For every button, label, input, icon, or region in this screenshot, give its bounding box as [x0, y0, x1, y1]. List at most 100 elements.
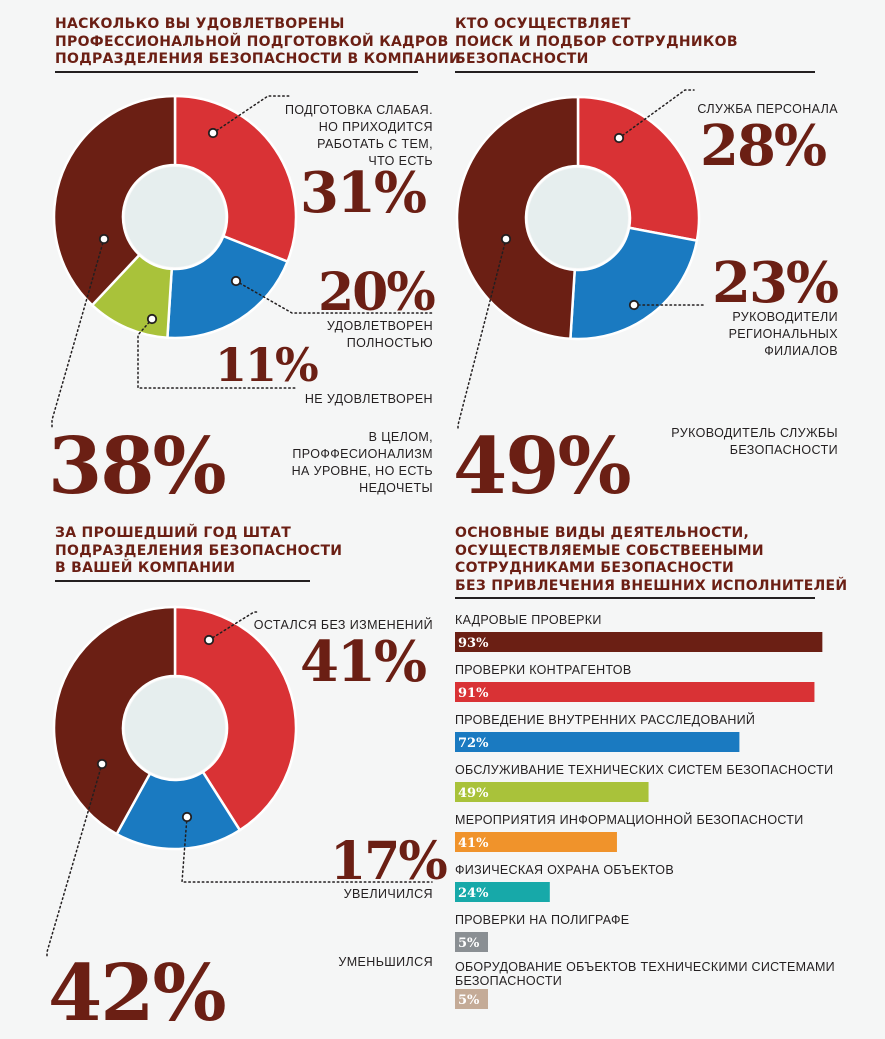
chart-title-line: ПРОФЕССИОНАЛЬНОЙ ПОДГОТОВКОЙ КАДРОВ — [55, 33, 449, 50]
chart-title: ОСНОВНЫЕ ВИДЫ ДЕЯТЕЛЬНОСТИ, ОСУЩЕСТВЛЯЕМЫ… — [455, 525, 847, 599]
slice-label: СЛУЖБА ПЕРСОНАЛА — [620, 101, 838, 118]
slice-percent: 38% — [48, 421, 227, 512]
chart-title-line: НАСКОЛЬКО ВЫ УДОВЛЕТВОРЕНЫ — [55, 16, 345, 32]
slice-percent: 42% — [48, 948, 227, 1039]
slice-label-line: РЕГИОНАЛЬНЫХ — [728, 327, 838, 341]
chart-title: КТО ОСУЩЕСТВЛЯЕТ ПОИСК И ПОДБОР СОТРУДНИК… — [455, 16, 815, 73]
slice-label-line: ПОДГОТОВКА СЛАБАЯ. — [284, 103, 433, 117]
bar-category-label-line: ОБСЛУЖИВАНИЕ ТЕХНИЧЕСКИХ СИСТЕМ БЕЗОПАСН… — [455, 763, 834, 777]
slice-percent: 11% — [215, 338, 319, 392]
slice-label-line: УМЕНЬШИЛСЯ — [338, 955, 433, 969]
donut-slice — [52, 94, 177, 307]
slice-label-line: НЕДОЧЕТЫ — [359, 481, 433, 495]
bar-category-label: ОБСЛУЖИВАНИЕ ТЕХНИЧЕСКИХ СИСТЕМ БЕЗОПАСН… — [455, 763, 833, 777]
chart-title-line: КТО ОСУЩЕСТВЛЯЕТ — [455, 16, 631, 32]
donut-slice — [173, 94, 298, 264]
chart-title: НАСКОЛЬКО ВЫ УДОВЛЕТВОРЕНЫ ПРОФЕССИОНАЛЬН… — [55, 16, 462, 73]
slice-label: РУКОВОДИТЕЛИ РЕГИОНАЛЬНЫХ ФИЛИАЛОВ — [620, 309, 838, 360]
slice-label: УДОВЛЕТВОРЕН ПОЛНОСТЬЮ — [220, 318, 433, 352]
slice-label-line: В ЦЕЛОМ, — [368, 430, 433, 444]
slice-label-line: СЛУЖБА ПЕРСОНАЛА — [697, 102, 838, 116]
slice-label-line: ПОЛНОСТЬЮ — [346, 336, 433, 350]
leader-dot — [146, 313, 158, 325]
bar-category-label: ОБОРУДОВАНИЕ ОБЪЕКТОВ ТЕХНИЧЕСКИМИ СИСТЕ… — [455, 960, 835, 988]
slice-label-line: ПРОФФЕСИОНАЛИЗМ — [292, 447, 433, 461]
leader-line — [51, 238, 105, 429]
slice-label-line: УВЕЛИЧИЛСЯ — [343, 887, 433, 901]
donut-hole — [125, 678, 225, 778]
chart-title-line: ЗА ПРОШЕДШИЙ ГОД ШТАТ — [55, 525, 292, 541]
slice-percent: 17% — [330, 831, 448, 892]
bar-category-label: ПРОВЕРКИ НА ПОЛИГРАФЕ — [455, 913, 629, 927]
chart-title: ЗА ПРОШЕДШИЙ ГОД ШТАТ ПОДРАЗДЕЛЕНИЯ БЕЗОП… — [55, 525, 343, 582]
leader-line — [235, 280, 433, 314]
leader-line — [212, 95, 291, 134]
leader-dot — [613, 132, 625, 144]
bar — [455, 832, 617, 852]
slice-label-line: БЕЗОПАСНОСТИ — [729, 443, 838, 457]
slice-label: РУКОВОДИТЕЛЬ СЛУЖБЫ БЕЗОПАСНОСТИ — [620, 425, 838, 459]
bar — [455, 632, 823, 652]
bar-value-label: 49% — [458, 786, 489, 801]
leader-line — [208, 611, 259, 641]
slice-percent: 31% — [300, 160, 427, 226]
slice-label-line: НЕ УДОВЛЕТВОРЕН — [304, 392, 433, 406]
bar — [455, 989, 488, 1009]
slice-label: УВЕЛИЧИЛСЯ — [220, 886, 433, 903]
slice-label-line: ОСТАЛСЯ БЕЗ ИЗМЕНЕНИЙ — [253, 618, 433, 632]
bar-value-label: 5% — [458, 936, 480, 951]
leader-dot — [207, 127, 219, 139]
bar-category-label: ПРОВЕДЕНИЕ ВНУТРЕННИХ РАССЛЕДОВАНИЙ — [455, 713, 755, 727]
bar — [455, 932, 488, 952]
donut-slice — [52, 605, 177, 836]
donut-hole — [125, 167, 225, 267]
bar-category-label-line: БЕЗОПАСНОСТИ — [455, 974, 563, 988]
slice-percent: 41% — [300, 629, 427, 695]
donut-slice — [569, 226, 699, 341]
leader-line — [181, 816, 433, 883]
leader-dot — [628, 299, 640, 311]
slice-percent: 20% — [318, 262, 436, 323]
chart-title-line: В ВАШЕЙ КОМПАНИИ — [55, 560, 236, 576]
bar-value-label: 5% — [458, 993, 480, 1008]
bar-category-label: ПРОВЕРКИ КОНТРАГЕНТОВ — [455, 663, 631, 677]
leader-dot — [98, 233, 110, 245]
bar-value-label: 93% — [458, 636, 489, 651]
donut-slice — [576, 95, 701, 243]
leader-line — [618, 89, 695, 139]
slice-label: ОСТАЛСЯ БЕЗ ИЗМЕНЕНИЙ — [220, 617, 433, 634]
slice-percent: 23% — [712, 250, 839, 316]
slice-label-line: РУКОВОДИТЕЛЬ СЛУЖБЫ — [671, 426, 838, 440]
donut-hole — [528, 168, 628, 268]
slice-label: УМЕНЬШИЛСЯ — [220, 954, 433, 971]
bar-value-label: 72% — [458, 736, 489, 751]
bar-category-label-line: КАДРОВЫЕ ПРОВЕРКИ — [455, 613, 602, 627]
chart-title-line: ПОДРАЗДЕЛЕНИЯ БЕЗОПАСНОСТИ — [55, 542, 343, 559]
leader-line — [46, 763, 103, 959]
slice-percent: 28% — [700, 113, 827, 179]
slice-label-line: НА УРОВНЕ, НО ЕСТЬ — [291, 464, 433, 478]
leader-dot — [181, 811, 193, 823]
leader-line — [457, 238, 507, 431]
bar-category-label-line: ОБОРУДОВАНИЕ ОБЪЕКТОВ ТЕХНИЧЕСКИМИ СИСТЕ… — [455, 960, 835, 974]
bar — [455, 732, 740, 752]
chart-title-line: ОСНОВНЫЕ ВИДЫ ДЕЯТЕЛЬНОСТИ, — [455, 525, 750, 541]
bar-category-label-line: ПРОВЕРКИ КОНТРАГЕНТОВ — [455, 663, 632, 677]
slice-label-line: ФИЛИАЛОВ — [764, 344, 838, 358]
slice-label-line: НО ПРИХОДИТСЯ — [318, 120, 433, 134]
slice-label-line: РАБОТАТЬ С ТЕМ, — [317, 137, 433, 151]
chart-title-line: БЕЗОПАСНОСТИ — [455, 51, 589, 67]
donut-slice — [115, 770, 242, 851]
slice-percent: 49% — [453, 421, 632, 512]
bar-category-label: МЕРОПРИЯТИЯ ИНФОРМАЦИОННОЙ БЕЗОПАСНОСТИ — [455, 813, 804, 827]
chart-title-line: ПОДРАЗДЕЛЕНИЯ БЕЗОПАСНОСТИ В КОМПАНИИ — [55, 51, 462, 67]
slice-label: В ЦЕЛОМ, ПРОФФЕСИОНАЛИЗМ НА УРОВНЕ, НО ЕСТ… — [220, 429, 433, 497]
slice-label-line: УДОВЛЕТВОРЕН — [326, 319, 433, 333]
leader-dot — [203, 634, 215, 646]
chart-title-line: ОСУЩЕСТВЛЯЕМЫЕ СОБСТВЕЕНЫМИ — [455, 542, 764, 559]
bar-category-label-line: МЕРОПРИЯТИЯ ИНФОРМАЦИОННОЙ БЕЗОПАСНОСТИ — [455, 813, 804, 827]
